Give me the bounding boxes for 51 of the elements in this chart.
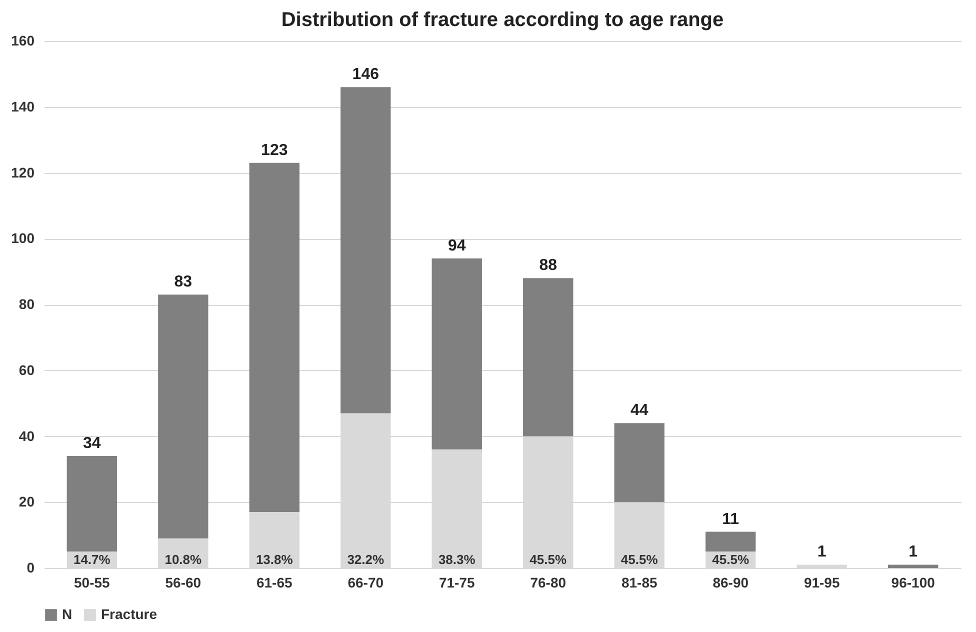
y-tick-label: 80 bbox=[18, 296, 35, 312]
y-tick-label: 140 bbox=[11, 98, 35, 114]
legend-label: N bbox=[62, 606, 72, 622]
y-tick-label: 160 bbox=[11, 32, 35, 48]
x-tick-label: 96-100 bbox=[891, 574, 936, 590]
bar bbox=[888, 564, 938, 568]
total-label: 83 bbox=[174, 274, 192, 291]
annotation: 14.7% bbox=[73, 552, 111, 567]
x-tick-label: 61-65 bbox=[256, 574, 293, 590]
y-tick-label: 120 bbox=[11, 164, 35, 180]
x-tick-label: 76-80 bbox=[530, 574, 566, 590]
annotation: 32.2% bbox=[347, 552, 384, 567]
bar bbox=[158, 294, 208, 538]
bar bbox=[66, 456, 117, 552]
bar bbox=[706, 532, 756, 552]
bar bbox=[432, 258, 482, 450]
bar bbox=[249, 162, 300, 512]
bar bbox=[523, 278, 574, 436]
x-tick-label: 91-95 bbox=[804, 574, 840, 590]
total-label: 123 bbox=[261, 142, 288, 159]
total-label: 146 bbox=[352, 66, 380, 84]
total-label: 44 bbox=[630, 402, 648, 420]
total-label: 11 bbox=[722, 510, 740, 528]
x-tick-label: 66-70 bbox=[348, 574, 384, 590]
total-label: 34 bbox=[83, 435, 101, 452]
annotation: 13.8% bbox=[256, 552, 294, 567]
bar bbox=[340, 87, 391, 414]
bar bbox=[796, 564, 847, 568]
legend-label: Fracture bbox=[101, 606, 158, 622]
annotation: 45.5% bbox=[712, 552, 750, 567]
y-tick-label: 60 bbox=[18, 362, 35, 378]
y-tick-label: 0 bbox=[26, 560, 35, 576]
y-tick-label: 40 bbox=[18, 428, 35, 444]
x-tick-label: 71-75 bbox=[438, 574, 475, 590]
total-label: 1 bbox=[908, 544, 918, 561]
x-tick-label: 81-85 bbox=[621, 574, 658, 590]
total-label: 94 bbox=[448, 237, 466, 254]
bar bbox=[249, 512, 300, 568]
y-tick-label: 100 bbox=[11, 230, 35, 246]
annotation: 45.5% bbox=[530, 552, 567, 567]
x-tick-label: 56-60 bbox=[165, 574, 202, 590]
bar bbox=[614, 423, 664, 502]
annotation: 38.3% bbox=[438, 552, 476, 567]
chart-title: Distribution of fracture according to age range bbox=[281, 9, 724, 31]
x-tick-label: 86-90 bbox=[712, 574, 749, 590]
x-tick-label: 50-55 bbox=[74, 574, 110, 590]
total-label: 1 bbox=[817, 544, 826, 561]
y-tick-label: 20 bbox=[18, 494, 35, 510]
annotation: 45.5% bbox=[620, 552, 658, 567]
annotation: 10.8% bbox=[164, 552, 202, 567]
total-label: 88 bbox=[539, 257, 558, 274]
